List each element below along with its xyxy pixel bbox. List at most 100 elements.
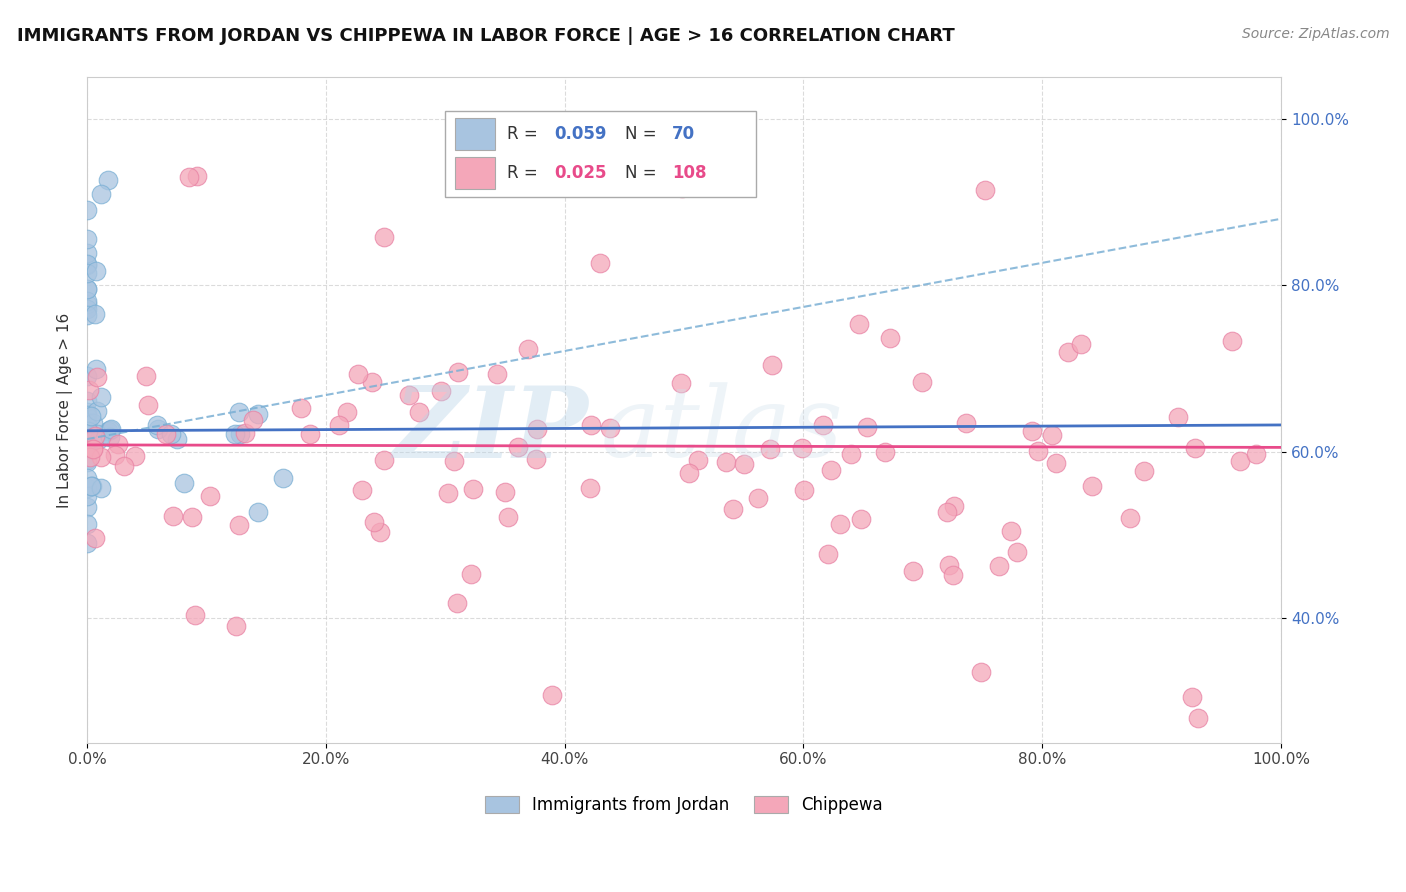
Point [80, 479, 103, 493]
Point [1040, 428, 1063, 442]
Point [246, 408, 269, 422]
Point [87, 432, 110, 446]
Point [76, 405, 98, 419]
Point [76, 440, 98, 454]
Point [77, 424, 100, 438]
Point [76, 441, 98, 455]
Point [447, 365, 470, 379]
Point [97, 424, 120, 438]
Point [494, 484, 516, 499]
Point [76, 455, 98, 469]
Point [76, 293, 98, 308]
Point [856, 420, 879, 434]
Point [524, 451, 547, 466]
Point [76, 489, 98, 503]
Point [76, 440, 98, 454]
Point [76, 419, 98, 434]
Point [526, 422, 548, 436]
Point [84, 264, 107, 278]
Point [461, 482, 484, 496]
Point [273, 471, 295, 485]
Point [76, 434, 98, 449]
Point [1167, 409, 1189, 424]
Point [76, 410, 98, 425]
Point [336, 405, 359, 419]
Point [146, 417, 169, 432]
Point [851, 512, 873, 526]
Point [873, 445, 896, 459]
Point [506, 440, 529, 454]
Point [690, 161, 713, 175]
Point [1045, 456, 1067, 470]
Point [162, 509, 184, 524]
Point [76, 394, 98, 409]
Point [879, 331, 901, 345]
Point [198, 489, 221, 503]
Point [82, 442, 104, 456]
Point [90, 450, 112, 464]
Point [124, 449, 146, 463]
Point [579, 481, 602, 495]
Point [90, 481, 112, 495]
Point [678, 466, 700, 480]
Point [911, 375, 934, 389]
Point [104, 448, 127, 462]
Point [76, 257, 98, 271]
Point [76, 301, 98, 316]
Point [761, 359, 783, 373]
Point [76, 283, 98, 297]
Point [76, 308, 98, 322]
Point [541, 688, 564, 702]
Point [100, 430, 122, 444]
Point [225, 618, 247, 632]
Point [76, 258, 98, 272]
Point [173, 476, 195, 491]
Point [1057, 345, 1080, 359]
Point [848, 317, 870, 331]
Point [579, 417, 602, 432]
Point [350, 483, 373, 497]
Point [373, 453, 395, 467]
Point [443, 454, 465, 468]
Point [446, 596, 468, 610]
Point [839, 447, 862, 461]
Point [79, 450, 101, 464]
Point [516, 343, 538, 357]
Point [228, 405, 250, 419]
Point [1070, 336, 1092, 351]
Point [408, 405, 430, 419]
Point [436, 486, 458, 500]
Point [1244, 447, 1267, 461]
Point [723, 501, 745, 516]
Text: atlas: atlas [600, 383, 844, 477]
Point [936, 505, 959, 519]
Point [599, 421, 621, 435]
Point [76, 423, 98, 437]
Point [76, 418, 98, 433]
Point [76, 536, 98, 550]
Point [747, 491, 769, 505]
Point [86, 426, 108, 441]
Point [136, 398, 159, 412]
Point [76, 232, 98, 246]
Point [1132, 464, 1154, 478]
Point [76, 246, 98, 260]
Point [100, 422, 122, 436]
Point [90, 390, 112, 404]
Point [79, 384, 101, 398]
Point [792, 441, 814, 455]
Point [159, 426, 181, 441]
Point [76, 282, 98, 296]
Point [671, 181, 693, 195]
Point [76, 431, 98, 445]
Point [460, 567, 482, 582]
Point [830, 516, 852, 531]
Point [820, 463, 842, 477]
Point [1220, 334, 1243, 348]
Point [97, 172, 120, 186]
Text: Source: ZipAtlas.com: Source: ZipAtlas.com [1241, 27, 1389, 41]
Point [76, 425, 98, 439]
Point [76, 427, 98, 442]
Point [938, 558, 960, 573]
Point [290, 401, 312, 415]
